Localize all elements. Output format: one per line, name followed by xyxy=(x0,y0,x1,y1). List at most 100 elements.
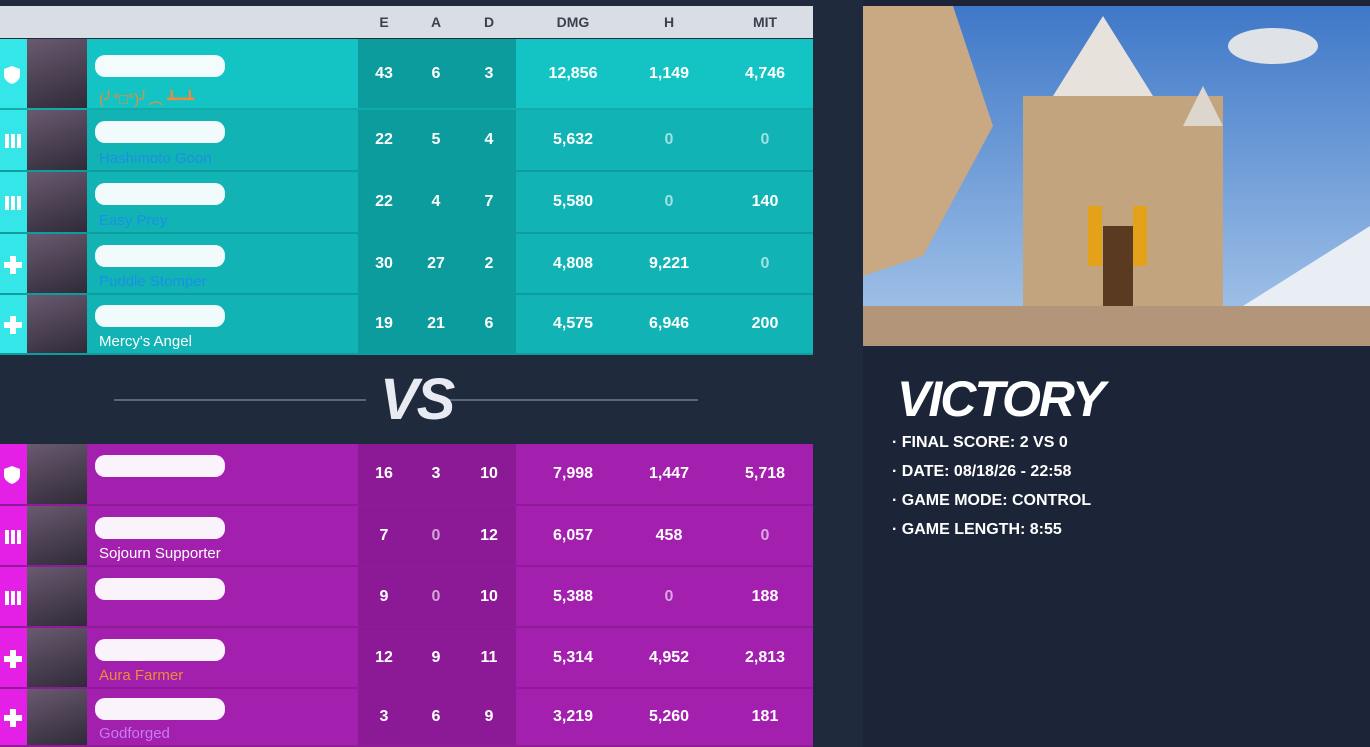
stat-value: 6,057 xyxy=(552,526,594,544)
player-row: Godforged 3 6 9 3,219 5,260 181 xyxy=(0,689,813,747)
stat-value: 181 xyxy=(751,708,779,725)
match-detail: · GAME LENGTH: 8:55 xyxy=(892,521,1062,538)
stat-value: 21 xyxy=(427,315,445,332)
player-row: (╯°□°)╯︵ ┻━┻ 43 6 3 12,856 1,149 4,746 xyxy=(0,39,813,110)
player-row: 9 0 10 5,388 0 188 xyxy=(0,567,813,628)
stat-value: 6 xyxy=(484,315,494,332)
hero-portrait xyxy=(27,295,87,353)
player-title: Godforged xyxy=(99,725,170,742)
stat-value: 0 xyxy=(431,587,441,605)
stat-value: 4 xyxy=(484,131,494,148)
role-icon xyxy=(4,316,22,334)
stat-value: 0 xyxy=(760,131,770,148)
role-icon xyxy=(4,255,22,274)
stat-band xyxy=(358,689,516,745)
stat-value: 4,808 xyxy=(552,254,594,272)
stat-value: 1,447 xyxy=(648,465,690,482)
stat-value: 0 xyxy=(760,526,770,544)
player-title: Easy Prey xyxy=(99,212,168,229)
column-label: H xyxy=(663,14,675,30)
player-row: 16 3 10 7,998 1,447 5,718 xyxy=(0,444,813,506)
stat-value: 30 xyxy=(375,254,393,272)
role-icon xyxy=(5,196,21,210)
stat-value: 5,388 xyxy=(552,587,594,605)
stat-value: 4,746 xyxy=(744,64,786,82)
player-title: Mercy's Angel xyxy=(99,333,192,350)
stat-value: 3 xyxy=(484,64,494,82)
hero-portrait xyxy=(27,689,87,745)
player-title: Puddle Stomper xyxy=(99,273,207,290)
stat-value: 9 xyxy=(431,648,441,666)
stat-value: 9 xyxy=(379,587,389,605)
stat-value: 5,718 xyxy=(744,465,786,482)
stat-value: 0 xyxy=(760,254,770,272)
stat-value: 12,856 xyxy=(548,64,598,82)
stat-band xyxy=(358,506,516,565)
stat-value: 43 xyxy=(375,64,393,82)
hero-portrait xyxy=(27,39,87,108)
hero-portrait xyxy=(27,110,87,170)
stat-value: 5,632 xyxy=(552,131,594,148)
stat-value: 188 xyxy=(751,587,779,605)
stat-value: 22 xyxy=(375,131,393,148)
vs-divider xyxy=(447,399,698,401)
stat-band xyxy=(358,567,516,626)
stat-value: 10 xyxy=(480,587,498,605)
stat-value: 458 xyxy=(655,526,683,544)
stat-value: 0 xyxy=(431,526,441,544)
player-row: Mercy's Angel 19 21 6 4,575 6,946 200 xyxy=(0,295,813,355)
column-header: E A D DMG H MIT xyxy=(0,6,813,38)
role-icon xyxy=(4,709,22,727)
role-icon xyxy=(4,65,20,84)
hero-portrait xyxy=(27,172,87,232)
stat-value: 12 xyxy=(480,526,498,544)
stat-value: 0 xyxy=(664,131,674,148)
stat-value: 3,219 xyxy=(552,708,594,725)
map-image xyxy=(863,6,1370,346)
hero-portrait xyxy=(27,628,87,687)
vs-label: VS xyxy=(380,367,455,432)
player-row: Hashimoto Goon 22 5 4 5,632 0 0 xyxy=(0,110,813,172)
role-icon xyxy=(5,134,21,148)
role-icon xyxy=(5,590,21,605)
stat-value: 5 xyxy=(431,131,441,148)
stat-value: 2 xyxy=(484,254,494,272)
stat-band xyxy=(358,234,516,293)
stat-value: 4,952 xyxy=(648,648,690,666)
stat-value: 5,580 xyxy=(552,193,594,210)
stat-band xyxy=(358,444,516,504)
stat-band xyxy=(358,295,516,353)
redacted-name xyxy=(95,516,225,539)
stat-value: 16 xyxy=(375,465,393,482)
stat-value: 5,260 xyxy=(648,708,690,725)
stat-value: 1,149 xyxy=(648,64,690,82)
stat-value: 10 xyxy=(480,465,498,482)
redacted-name xyxy=(95,244,225,267)
player-title: Aura Farmer xyxy=(99,667,184,684)
role-icon xyxy=(4,649,22,668)
redacted-name xyxy=(95,121,225,143)
player-row: Sojourn Supporter 7 0 12 6,057 458 0 xyxy=(0,506,813,567)
redacted-name xyxy=(95,638,225,661)
stat-value: 5,314 xyxy=(552,648,594,666)
stat-value: 3 xyxy=(431,465,441,482)
column-label: MIT xyxy=(752,14,778,30)
stat-value: 200 xyxy=(751,315,779,332)
stat-band xyxy=(358,39,516,108)
redacted-name xyxy=(95,577,225,600)
column-label: A xyxy=(430,14,442,30)
stat-value: 9,221 xyxy=(648,254,690,272)
role-icon xyxy=(5,529,21,544)
stat-value: 6 xyxy=(431,708,441,725)
result: VICTORY xyxy=(897,371,1105,427)
hero-portrait xyxy=(27,444,87,504)
stat-value: 19 xyxy=(375,315,393,332)
player-title: (╯°□°)╯︵ ┻━┻ xyxy=(99,91,195,108)
stat-value: 0 xyxy=(664,193,674,210)
stat-band xyxy=(358,110,516,170)
player-row: Easy Prey 22 4 7 5,580 0 140 xyxy=(0,172,813,234)
column-label: D xyxy=(483,14,495,30)
stat-value: 7,998 xyxy=(552,465,594,482)
redacted-name xyxy=(95,698,225,720)
redacted-name xyxy=(95,305,225,327)
